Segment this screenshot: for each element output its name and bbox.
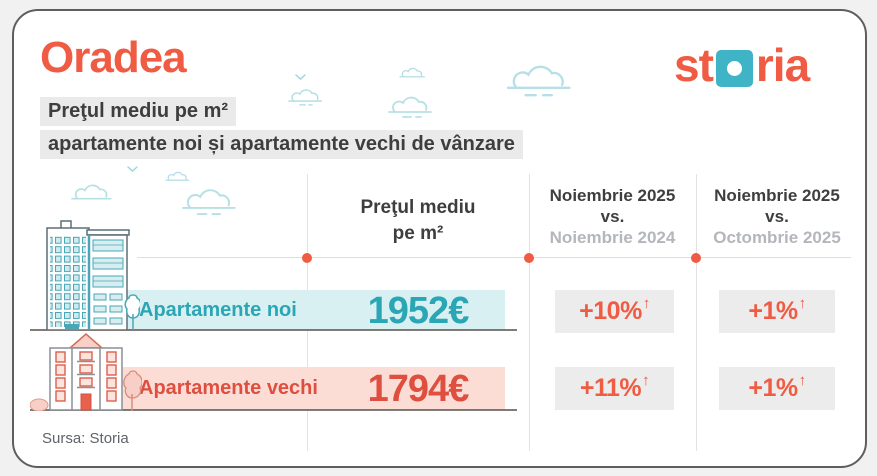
logo-text-st: st [674,39,714,91]
column-header-yoy-line3: Noiembrie 2024 [549,228,676,247]
logo-circle-icon [726,60,742,76]
badge-mom-old-value: +1% [748,374,798,402]
axis-dot-3 [691,253,701,263]
axis-dot-2 [524,253,534,263]
cloud-icon [397,67,433,82]
column-header-price-line1: Preţul mediu [360,197,476,218]
divider-vertical-2 [529,174,530,451]
old-apartments-label: Apartamente vechi [139,377,318,399]
subtitle-line-2: apartamente noi și apartamente vechi de … [40,130,523,159]
old-building-illustration [29,332,143,416]
badge-yoy-old: +11% ↑ [555,367,674,410]
up-arrow-icon: ↑ [798,372,807,389]
column-header-price-line2: pe m² [392,223,444,244]
infographic-card: Oradea st ria Preţul mediu pe m² apartam… [12,9,867,468]
cloud-icon [286,88,332,108]
cloud-icon [170,187,260,219]
new-apartments-price: 1952€ [367,290,470,332]
column-header-mom-line3: Octombrie 2025 [713,228,841,247]
badge-mom-old: +1% ↑ [719,367,835,410]
up-arrow-icon: ↑ [798,295,807,312]
logo-square-icon [715,49,753,87]
column-header-mom-line2: vs. [765,207,789,226]
cloud-icon [164,171,196,185]
cloud-icon [60,183,132,207]
new-building-illustration [37,218,142,335]
logo-text-ria: ria [755,39,810,91]
axis-line [137,257,851,258]
column-header-mom-line1: Noiembrie 2025 [714,186,840,205]
column-header-yoy-line2: vs. [600,207,625,226]
new-apartments-label: Apartamente noi [139,299,297,321]
storia-logo: st ria [674,38,810,92]
axis-dot-1 [302,253,312,263]
cloud-icon [502,63,590,101]
source-note: Sursa: Storia [42,430,129,447]
badge-mom-new: +1% ↑ [719,290,835,333]
column-header-mom: Noiembrie 2025 vs. Octombrie 2025 [696,185,858,248]
badge-yoy-old-value: +11% [579,374,642,402]
bird-icon [127,166,138,172]
divider-vertical-3 [696,174,697,451]
page-title: Oradea [40,33,187,82]
bird-icon [295,74,306,80]
badge-yoy-new: +10% ↑ [555,290,674,333]
subtitle-line-1: Preţul mediu pe m² [40,97,237,126]
badge-mom-new-value: +1% [748,297,798,325]
up-arrow-icon: ↑ [642,372,650,389]
column-header-yoy-line1: Noiembrie 2025 [549,186,676,205]
column-header-price: Preţul mediu pe m² [307,195,529,247]
old-apartments-price: 1794€ [367,368,470,410]
cloud-icon [378,95,452,121]
ground-line-new [30,329,517,331]
ground-line-old [30,409,517,411]
old-apartments-row-band [102,367,505,410]
badge-yoy-new-value: +10% [579,297,642,325]
column-header-yoy: Noiembrie 2025 vs. Noiembrie 2024 [529,185,696,248]
new-apartments-row-band [102,290,505,330]
up-arrow-icon: ↑ [642,295,651,312]
